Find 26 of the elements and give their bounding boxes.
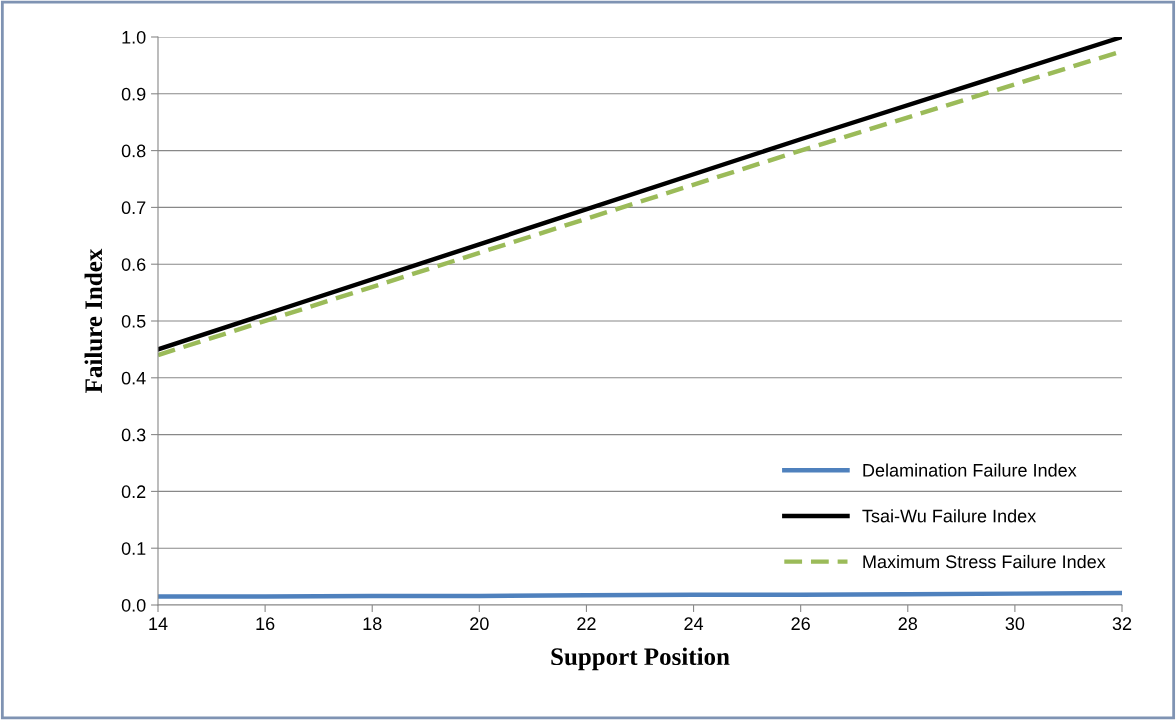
legend-label: Maximum Stress Failure Index bbox=[863, 554, 1106, 569]
x-tick-label: 24 bbox=[684, 617, 704, 630]
y-tick-label: 0.8 bbox=[121, 144, 146, 158]
x-tick-label: 18 bbox=[363, 617, 382, 631]
x-tick-label: 32 bbox=[1112, 617, 1132, 631]
x-tick-label: 16 bbox=[256, 617, 275, 631]
y-tick-label: 0.5 bbox=[121, 314, 146, 328]
y-tick-label: 0.7 bbox=[121, 201, 146, 215]
y-tick-label: 0.6 bbox=[121, 258, 146, 271]
y-tick-label: 0.1 bbox=[121, 542, 146, 555]
x-axis-title: Support Position bbox=[551, 647, 730, 671]
y-axis-title: Failure Index bbox=[84, 248, 103, 393]
legend-label: Tsai-Wu Failure Index bbox=[862, 509, 1037, 523]
y-tick-label: 1.0 bbox=[122, 30, 146, 44]
y-tick-label: 0.4 bbox=[121, 371, 146, 385]
y-tick-label: 0.2 bbox=[121, 485, 146, 499]
x-tick-label: 22 bbox=[577, 617, 596, 630]
x-tick-label: 28 bbox=[898, 617, 918, 631]
legend-label: Delamination Failure Index bbox=[863, 463, 1077, 477]
x-tick-label: 20 bbox=[470, 617, 489, 631]
y-tick-label: 0.9 bbox=[121, 87, 146, 101]
x-tick-label: 26 bbox=[791, 617, 810, 631]
y-tick-label: 0.3 bbox=[121, 428, 146, 442]
x-tick-label: 14 bbox=[149, 617, 168, 630]
y-tick-label: 0.0 bbox=[121, 598, 146, 612]
x-tick-label: 30 bbox=[1005, 617, 1025, 631]
